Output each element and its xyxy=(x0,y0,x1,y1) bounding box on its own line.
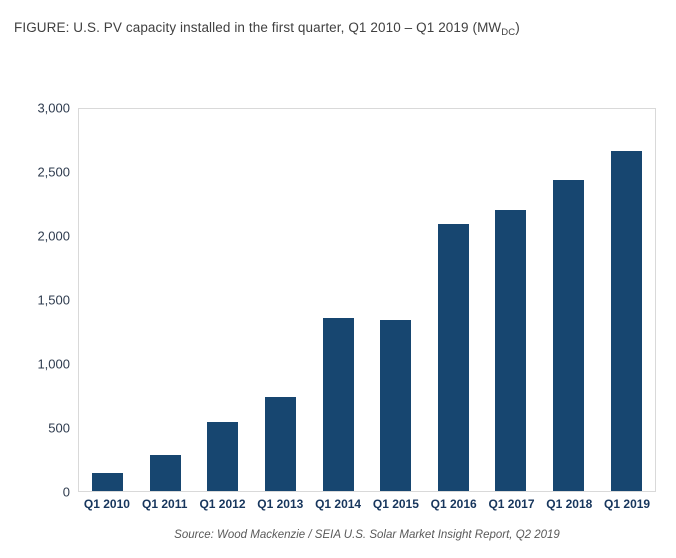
x-tick-label: Q1 2017 xyxy=(488,497,535,511)
x-tick-label: Q1 2014 xyxy=(315,497,362,511)
figure-title-suffix: ) xyxy=(515,20,520,35)
y-tick-label: 1,500 xyxy=(37,292,70,308)
bar-chart: 0 500 1,000 1,500 2,000 2,500 3,000 Q1 2010 Q1 … xyxy=(37,101,656,511)
y-tick-label: 0 xyxy=(62,484,70,500)
bar-column xyxy=(137,109,195,491)
y-axis: 0 500 1,000 1,500 2,000 2,500 3,000 xyxy=(10,101,70,500)
bar-column xyxy=(252,109,310,491)
x-tick-label: Q1 2010 xyxy=(83,497,130,511)
x-tick-label: Q1 2016 xyxy=(430,497,477,511)
bar-column xyxy=(79,109,137,491)
x-tick-label: Q1 2011 xyxy=(142,497,188,511)
bar-column xyxy=(540,109,598,491)
y-tick-label: 2,000 xyxy=(37,228,70,244)
figure-title-text: FIGURE: U.S. PV capacity installed in th… xyxy=(14,20,502,35)
y-tick-label: 2,500 xyxy=(37,164,70,180)
x-tick-label: Q1 2012 xyxy=(199,497,246,511)
bar-q1-2015 xyxy=(380,320,412,491)
figure-title: FIGURE: U.S. PV capacity installed in th… xyxy=(0,0,676,38)
bar-column xyxy=(309,109,367,491)
bar-q1-2012 xyxy=(207,422,239,491)
bar-q1-2014 xyxy=(322,317,354,491)
source-caption: Source: Wood Mackenzie / SEIA U.S. Solar… xyxy=(174,529,560,541)
bar-column xyxy=(425,109,483,491)
bar-q1-2016 xyxy=(437,223,469,491)
x-tick-label: Q1 2018 xyxy=(546,497,593,511)
figure-page: FIGURE: U.S. PV capacity installed in th… xyxy=(0,0,676,541)
bar-column xyxy=(597,109,655,491)
bar-column xyxy=(367,109,425,491)
x-tick-label: Q1 2019 xyxy=(604,497,651,511)
y-tick-label: 1,000 xyxy=(37,356,70,372)
figure-title-subscript: DC xyxy=(501,27,516,38)
bar-q1-2011 xyxy=(149,455,181,491)
y-tick-label: 3,000 xyxy=(37,100,70,116)
bar-q1-2019 xyxy=(610,151,642,491)
x-axis: Q1 2010 Q1 2011 Q1 2012 Q1 2013 Q1 2014 Q1 20… xyxy=(78,497,656,511)
bar-q1-2018 xyxy=(553,180,585,491)
bar-q1-2013 xyxy=(265,396,297,491)
x-tick-label: Q1 2015 xyxy=(372,497,419,511)
x-tick-label: Q1 2013 xyxy=(257,497,304,511)
bar-column xyxy=(482,109,540,491)
bar-q1-2010 xyxy=(92,473,124,491)
plot-area xyxy=(78,108,656,492)
y-tick-label: 500 xyxy=(48,420,70,436)
bar-column xyxy=(194,109,252,491)
bar-q1-2017 xyxy=(495,209,527,491)
